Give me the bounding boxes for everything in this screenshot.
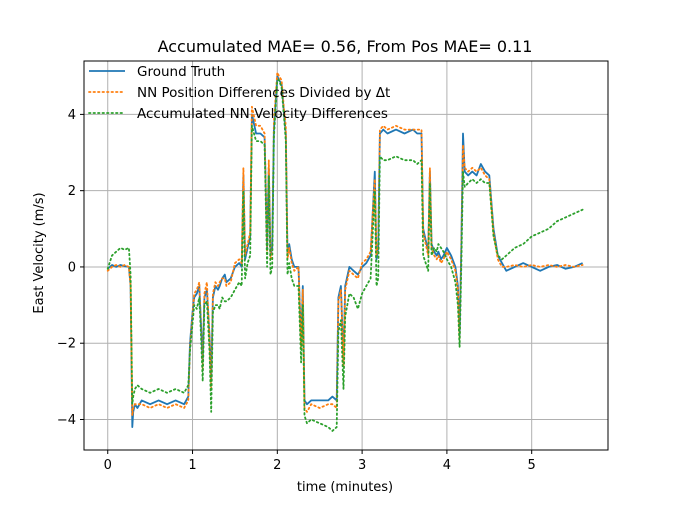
series-line-accumulated-nn-velocity-differences: [106, 79, 584, 432]
x-tick-label: 5: [528, 458, 536, 473]
y-tick-label: −4: [57, 413, 76, 428]
chart-title: Accumulated MAE= 0.56, From Pos MAE= 0.1…: [158, 37, 533, 56]
y-tick-label: 2: [68, 184, 76, 199]
y-tick-label: −2: [57, 337, 76, 352]
y-axis-label: East Velocity (m/s): [32, 192, 47, 313]
x-tick-label: 2: [273, 458, 281, 473]
legend-label-ground-truth: Ground Truth: [137, 64, 225, 80]
x-tick-label: 1: [188, 458, 196, 473]
y-tick-label: 4: [68, 108, 76, 123]
x-tick-label: 3: [358, 458, 366, 473]
x-tick-label: 4: [443, 458, 451, 473]
plot-frame: [83, 60, 609, 451]
legend-label-nn-position-differences-divided-by-t: NN Position Differences Divided by Δt: [137, 85, 390, 101]
x-tick-label: 0: [104, 458, 112, 473]
legend-label-accumulated-nn-velocity-differences: Accumulated NN Velocity Differences: [137, 106, 388, 122]
legend: Ground Truth NN Position Differences Divi…: [88, 64, 390, 122]
axis-ticks: 0 1 2 3 4 5 −4 −2 0 2 4: [57, 108, 536, 473]
grid-lines: [84, 61, 608, 450]
y-tick-label: 0: [68, 260, 76, 275]
x-axis-label: time (minutes): [297, 480, 393, 495]
series-layer: [106, 71, 584, 432]
